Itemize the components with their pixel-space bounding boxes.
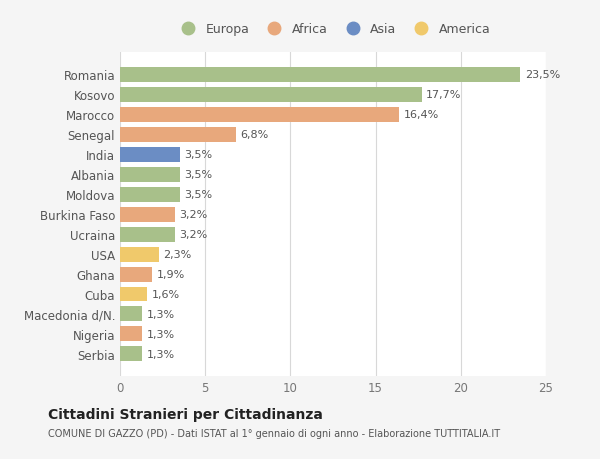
Text: COMUNE DI GAZZO (PD) - Dati ISTAT al 1° gennaio di ogni anno - Elaborazione TUTT: COMUNE DI GAZZO (PD) - Dati ISTAT al 1° … <box>48 428 500 438</box>
Bar <box>120 327 142 342</box>
Bar <box>120 207 175 222</box>
Bar <box>120 147 179 162</box>
Bar <box>120 167 179 182</box>
Text: 1,6%: 1,6% <box>152 289 179 299</box>
Bar <box>120 107 400 123</box>
Text: 3,2%: 3,2% <box>179 230 207 240</box>
Text: 1,3%: 1,3% <box>146 309 175 319</box>
Bar <box>120 307 142 322</box>
Text: 1,3%: 1,3% <box>146 349 175 359</box>
Bar <box>120 347 142 362</box>
Text: 3,2%: 3,2% <box>179 210 207 219</box>
Bar <box>120 247 159 262</box>
Text: 16,4%: 16,4% <box>404 110 439 120</box>
Text: 2,3%: 2,3% <box>163 250 192 259</box>
Bar <box>120 187 179 202</box>
Bar <box>120 287 147 302</box>
Text: 23,5%: 23,5% <box>525 70 560 80</box>
Text: Cittadini Stranieri per Cittadinanza: Cittadini Stranieri per Cittadinanza <box>48 407 323 421</box>
Bar <box>120 87 422 102</box>
Text: 3,5%: 3,5% <box>184 150 212 160</box>
Text: 1,9%: 1,9% <box>157 269 185 280</box>
Bar <box>120 227 175 242</box>
Text: 3,5%: 3,5% <box>184 170 212 179</box>
Text: 6,8%: 6,8% <box>240 130 268 140</box>
Legend: Europa, Africa, Asia, America: Europa, Africa, Asia, America <box>175 23 491 36</box>
Text: 1,3%: 1,3% <box>146 329 175 339</box>
Text: 3,5%: 3,5% <box>184 190 212 200</box>
Bar <box>120 127 236 142</box>
Text: 17,7%: 17,7% <box>426 90 461 100</box>
Bar <box>120 67 520 83</box>
Bar <box>120 267 152 282</box>
